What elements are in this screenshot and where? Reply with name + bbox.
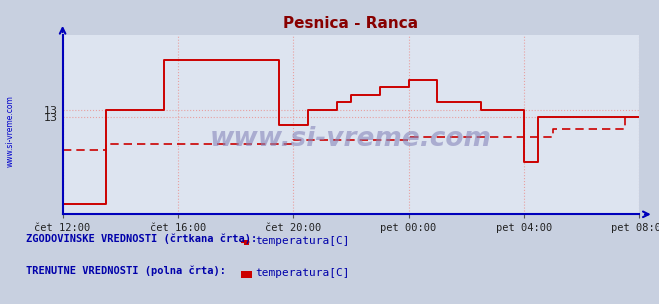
Text: ZGODOVINSKE VREDNOSTI (črtkana črta):: ZGODOVINSKE VREDNOSTI (črtkana črta): [26,233,258,244]
Text: www.si-vreme.com: www.si-vreme.com [5,95,14,167]
Text: temperatura[C]: temperatura[C] [256,236,350,246]
Text: temperatura[C]: temperatura[C] [256,268,350,278]
Bar [244,240,249,245]
Text: www.si-vreme.com: www.si-vreme.com [210,126,492,152]
Text: TRENUTNE VREDNOSTI (polna črta):: TRENUTNE VREDNOSTI (polna črta): [26,265,226,276]
Title: Pesnica - Ranca: Pesnica - Ranca [283,16,418,31]
